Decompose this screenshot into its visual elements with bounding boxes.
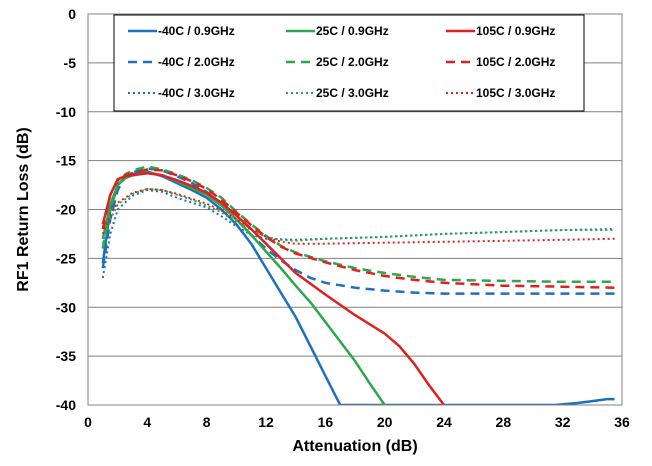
series-line-8 <box>101 168 615 289</box>
series-lines <box>101 165 615 405</box>
legend-label-6: 25C / 3.0GHz <box>316 86 389 100</box>
y-tick-label: -15 <box>56 153 76 169</box>
legend: -40C / 0.9GHz -40C / 2.0GHz -40C / 3.0GHz 2… <box>113 14 585 112</box>
series-line-3 <box>101 189 615 279</box>
x-tick-label: 24 <box>436 414 452 430</box>
legend-label-7: 105C / 0.9GHz <box>476 24 555 38</box>
y-axis-title: RF1 Return Loss (dB) <box>15 127 32 291</box>
x-tick-label: 8 <box>203 414 211 430</box>
y-tick-label: -10 <box>56 104 76 120</box>
legend-label-3: -40C / 3.0GHz <box>158 86 235 100</box>
legend-label-5: 25C / 2.0GHz <box>316 55 389 69</box>
y-tick-label: -30 <box>56 299 76 315</box>
y-tick-label: -40 <box>56 397 76 413</box>
x-tick-label: 28 <box>496 414 512 430</box>
series-line-7 <box>101 172 445 405</box>
y-tick-labels: 0 -5 -10 -15 -20 -25 -30 -35 -40 <box>56 6 76 413</box>
x-axis-title: Attenuation (dB) <box>292 438 417 455</box>
y-tick-label: -20 <box>56 202 76 218</box>
x-tick-label: 0 <box>84 414 92 430</box>
legend-box <box>113 14 585 112</box>
x-tick-label: 12 <box>258 414 274 430</box>
plot-frame <box>87 13 623 406</box>
x-tick-label: 20 <box>377 414 393 430</box>
y-tick-label: -25 <box>56 250 76 266</box>
legend-label-4: 25C / 0.9GHz <box>316 24 389 38</box>
y-tick-label: -5 <box>64 55 77 71</box>
x-tick-label: 16 <box>318 414 334 430</box>
series-line-5 <box>101 165 615 284</box>
legend-label-1: -40C / 0.9GHz <box>158 24 235 38</box>
legend-label-9: 105C / 3.0GHz <box>476 86 555 100</box>
x-tick-label: 4 <box>143 414 151 430</box>
x-tick-label: 36 <box>614 414 630 430</box>
x-tick-label: 32 <box>555 414 571 430</box>
y-tick-label: -35 <box>56 348 76 364</box>
series-line-6 <box>101 188 615 244</box>
legend-label-2: -40C / 2.0GHz <box>158 55 235 69</box>
x-tick-labels: 0 4 8 12 16 20 24 28 32 36 <box>84 414 630 430</box>
legend-label-8: 105C / 2.0GHz <box>476 55 555 69</box>
series-line-9 <box>101 188 615 245</box>
y-tick-label: 0 <box>68 6 76 22</box>
